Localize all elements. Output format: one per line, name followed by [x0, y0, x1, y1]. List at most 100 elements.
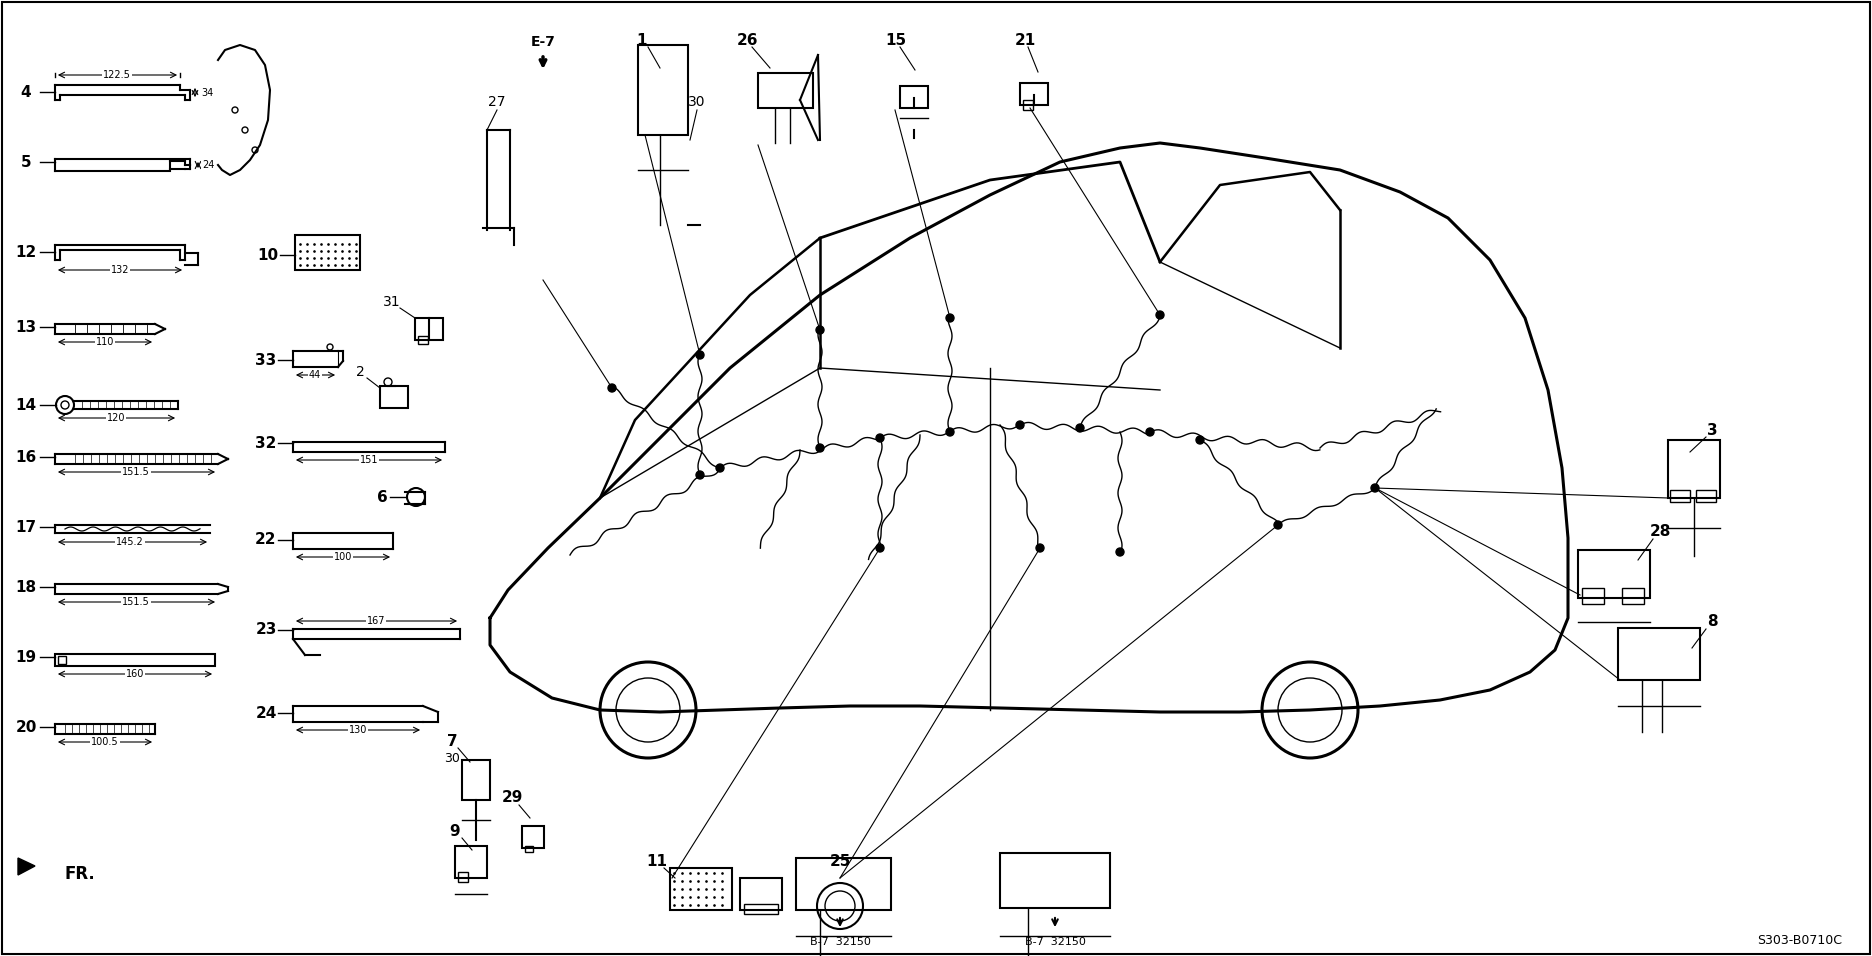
- Text: 17: 17: [15, 519, 37, 534]
- Text: 20: 20: [15, 720, 37, 734]
- Text: 22: 22: [255, 532, 277, 548]
- Text: 4: 4: [21, 84, 32, 99]
- Bar: [1670, 490, 1690, 502]
- Text: 11: 11: [646, 855, 668, 870]
- Bar: [1668, 440, 1720, 498]
- Text: 29: 29: [502, 791, 522, 806]
- Text: 30: 30: [444, 751, 461, 765]
- Text: 19: 19: [15, 649, 37, 664]
- Circle shape: [1076, 424, 1084, 432]
- Bar: [758, 73, 812, 108]
- Text: 44: 44: [309, 370, 322, 380]
- Bar: [900, 86, 929, 108]
- Circle shape: [1146, 428, 1153, 436]
- Bar: [1000, 853, 1110, 908]
- Text: 160: 160: [125, 669, 144, 679]
- Text: E-7: E-7: [530, 35, 556, 49]
- Circle shape: [945, 428, 955, 436]
- Text: 2: 2: [356, 365, 365, 379]
- Bar: [1696, 490, 1717, 502]
- Bar: [522, 826, 545, 848]
- Text: S303-B0710C: S303-B0710C: [1758, 933, 1842, 946]
- Text: 120: 120: [107, 413, 125, 423]
- Bar: [1617, 628, 1700, 680]
- Circle shape: [816, 444, 824, 452]
- Text: 151.5: 151.5: [122, 467, 150, 477]
- Text: 130: 130: [348, 725, 367, 735]
- Bar: [58, 656, 66, 664]
- Bar: [455, 846, 487, 878]
- Circle shape: [876, 544, 884, 552]
- Bar: [796, 858, 891, 910]
- Circle shape: [816, 326, 824, 334]
- Circle shape: [1035, 544, 1045, 552]
- Text: 151.5: 151.5: [122, 597, 150, 607]
- Text: 3: 3: [1707, 423, 1717, 438]
- Text: B-7  32150: B-7 32150: [1024, 937, 1086, 947]
- Bar: [739, 878, 782, 910]
- Text: 24: 24: [202, 160, 213, 170]
- Text: 110: 110: [95, 337, 114, 347]
- Bar: [638, 45, 689, 135]
- Text: 100: 100: [333, 552, 352, 562]
- Circle shape: [945, 314, 955, 322]
- Circle shape: [1116, 548, 1123, 556]
- Text: 122.5: 122.5: [103, 70, 131, 80]
- Text: 145.2: 145.2: [116, 537, 144, 547]
- Text: 100.5: 100.5: [92, 737, 118, 747]
- Circle shape: [1196, 436, 1204, 444]
- Text: 32: 32: [255, 436, 277, 450]
- Bar: [670, 868, 732, 910]
- Bar: [296, 235, 359, 270]
- Text: 30: 30: [689, 95, 706, 109]
- Text: 6: 6: [376, 489, 388, 505]
- Circle shape: [696, 351, 704, 359]
- Text: 34: 34: [200, 88, 213, 98]
- Text: 8: 8: [1707, 615, 1717, 629]
- Text: 31: 31: [384, 295, 401, 309]
- Text: 10: 10: [258, 248, 279, 263]
- Text: 9: 9: [449, 824, 461, 839]
- Text: 27: 27: [489, 95, 505, 109]
- Text: 12: 12: [15, 245, 37, 259]
- Circle shape: [1157, 311, 1164, 319]
- Circle shape: [696, 471, 704, 479]
- Circle shape: [608, 384, 616, 392]
- Circle shape: [715, 464, 724, 472]
- Text: 26: 26: [738, 33, 758, 48]
- Text: 13: 13: [15, 319, 37, 335]
- Circle shape: [1016, 421, 1024, 429]
- Text: 1: 1: [636, 33, 648, 48]
- Text: 21: 21: [1015, 33, 1035, 48]
- Bar: [1022, 100, 1033, 110]
- Bar: [1020, 83, 1048, 105]
- Bar: [1582, 588, 1604, 604]
- Bar: [743, 904, 779, 914]
- Text: 23: 23: [255, 622, 277, 638]
- Text: 25: 25: [829, 855, 850, 870]
- Circle shape: [1275, 521, 1282, 529]
- Text: 132: 132: [110, 265, 129, 275]
- Bar: [416, 318, 444, 340]
- Text: 16: 16: [15, 449, 37, 465]
- Bar: [462, 760, 490, 800]
- Bar: [1578, 550, 1649, 598]
- Text: 15: 15: [885, 33, 906, 48]
- Text: 28: 28: [1649, 525, 1670, 539]
- Polygon shape: [19, 858, 36, 875]
- Text: FR.: FR.: [66, 865, 95, 883]
- Text: B-7  32150: B-7 32150: [809, 937, 870, 947]
- Bar: [459, 872, 468, 882]
- Bar: [524, 846, 534, 852]
- Bar: [54, 654, 215, 666]
- Text: 151: 151: [359, 455, 378, 465]
- Text: 24: 24: [255, 706, 277, 721]
- Text: 14: 14: [15, 398, 37, 412]
- Text: 5: 5: [21, 155, 32, 169]
- Bar: [417, 336, 429, 344]
- Bar: [380, 386, 408, 408]
- Bar: [1621, 588, 1644, 604]
- Circle shape: [876, 434, 884, 442]
- Text: 7: 7: [447, 734, 457, 750]
- Text: 18: 18: [15, 579, 37, 595]
